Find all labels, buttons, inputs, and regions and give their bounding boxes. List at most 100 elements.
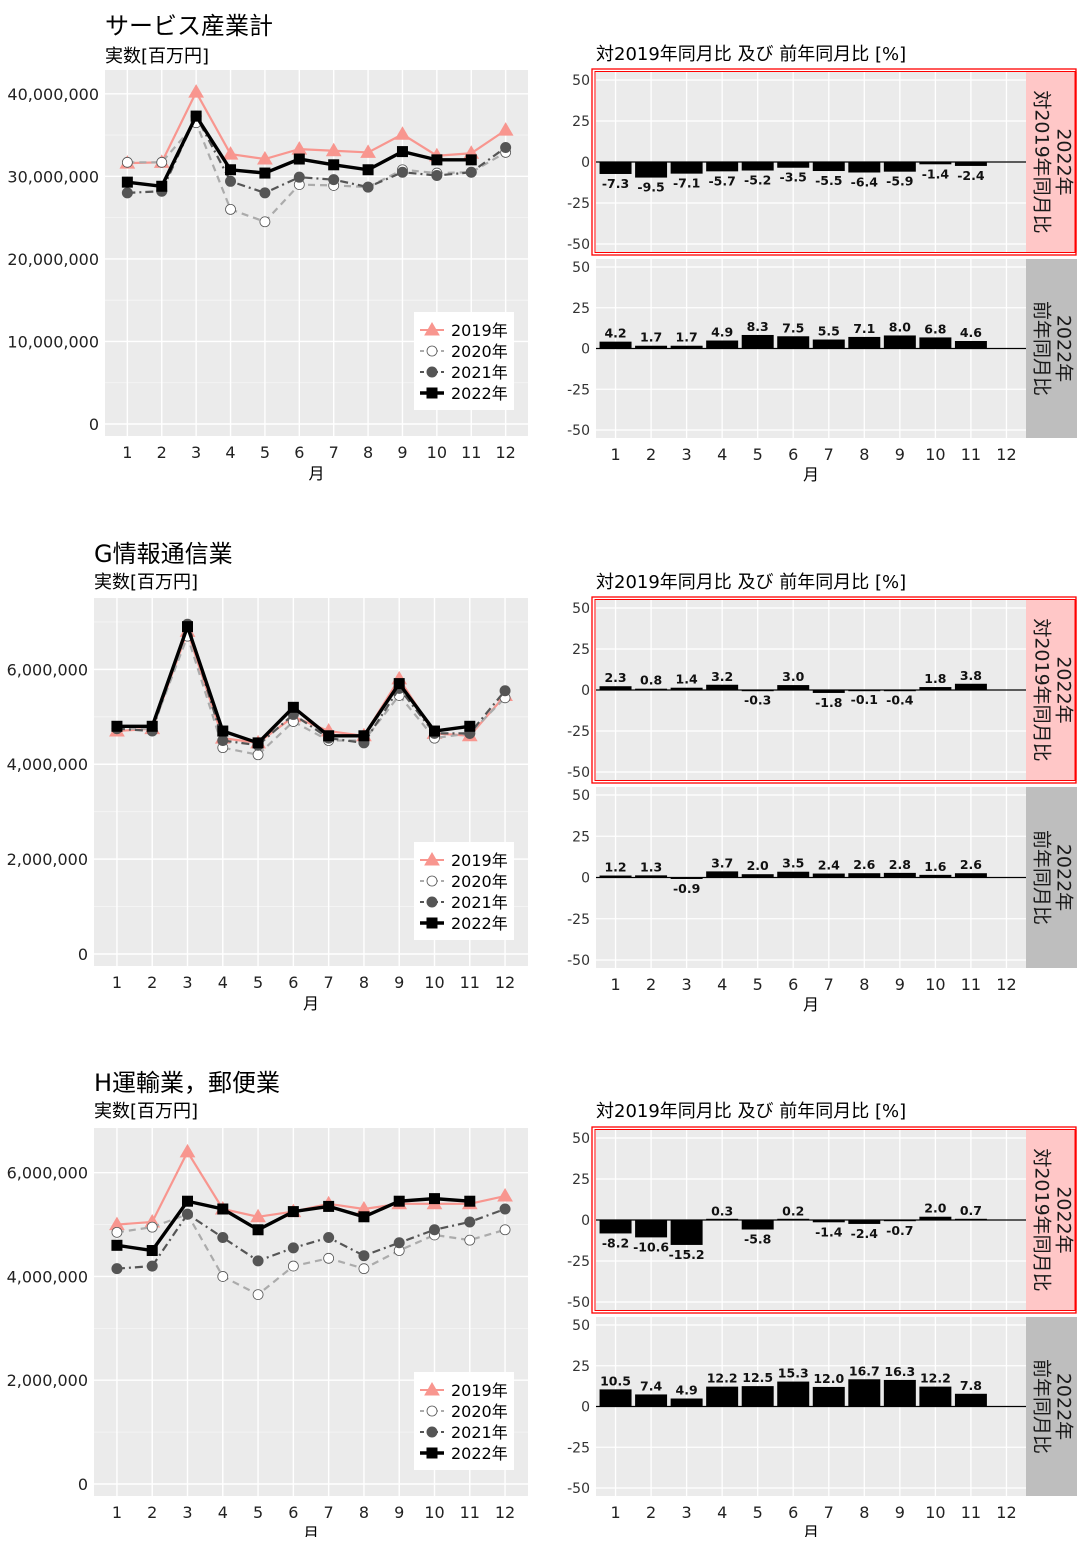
series-point: [328, 159, 340, 171]
bar-data-label: 3.5: [782, 856, 804, 871]
line-xtick-label: 4: [218, 1503, 228, 1522]
bar: [812, 162, 845, 172]
series-point: [464, 1234, 476, 1246]
facet-strip-line: 対2019年同月比: [1031, 618, 1053, 761]
bar: [599, 1220, 632, 1234]
line-xtick-label: 3: [182, 1503, 192, 1522]
series-point: [464, 1216, 476, 1228]
legend-item-3: 2021年: [420, 893, 508, 912]
line-xtick-label: 1: [122, 443, 132, 462]
bar-xtick-label: 12: [996, 975, 1016, 994]
bar-xtick-label: 10: [925, 975, 945, 994]
line-xtick-label: 12: [495, 443, 515, 462]
bar-xtick-label: 5: [753, 1503, 763, 1522]
bar-ytick-label: 0: [581, 871, 590, 887]
line-ytick-label: 40,000,000: [7, 85, 99, 104]
legend-key-marker: [426, 917, 438, 929]
series-point: [179, 1143, 196, 1158]
line-xtick-label: 3: [191, 443, 201, 462]
line-xtick-label: 9: [394, 1503, 404, 1522]
bar-data-label: 0.2: [782, 1204, 804, 1219]
facet-strip-line: 2022年: [1053, 656, 1075, 723]
bar-data-label: 8.0: [889, 319, 911, 334]
bar-data-label: 4.6: [960, 325, 982, 340]
bar-xtick-label: 6: [788, 445, 798, 464]
bar-data-label: -5.7: [708, 173, 735, 188]
line-ytick-label: 4,000,000: [7, 1267, 88, 1286]
bar: [954, 341, 987, 349]
bar-xtick-label: 12: [996, 445, 1016, 464]
bar-xtick-label: 11: [961, 445, 981, 464]
facet-strip-line: 2022年: [1053, 128, 1075, 195]
line-xtick-label: 6: [288, 1503, 298, 1522]
bar-xtick-label: 3: [682, 445, 692, 464]
bar-xtick-label: 3: [682, 1503, 692, 1522]
legend-item-2: 2020年: [420, 342, 508, 361]
bar: [848, 1379, 881, 1407]
series-point: [358, 1263, 370, 1275]
bar-data-label: 16.3: [884, 1364, 915, 1379]
bar-data-label: 12.2: [707, 1371, 738, 1386]
series-point: [323, 730, 335, 742]
facet-strip-line: 対2019年同月比: [1031, 90, 1053, 233]
series-point: [287, 701, 299, 713]
bar-data-label: -1.4: [922, 166, 950, 181]
series-line: [116, 632, 506, 756]
facet-strip-line: 前年同月比: [1031, 1359, 1053, 1454]
line-xtick-label: 8: [363, 443, 373, 462]
bar-data-label: -8.2: [602, 1235, 629, 1250]
bar-ytick-label: -25: [567, 724, 590, 740]
line-ytick-label: 30,000,000: [7, 167, 99, 186]
series-point: [121, 156, 133, 168]
series-3: [111, 1203, 511, 1275]
highlight-frame-outer: [591, 68, 1077, 256]
series-point: [323, 1252, 335, 1264]
bar-data-label: 12.2: [920, 1371, 951, 1386]
line-xlabel: 月: [308, 464, 324, 483]
legend-item-1: 2019年: [420, 1381, 508, 1400]
legend-label: 2019年: [451, 851, 508, 870]
bar-ytick-label: -25: [567, 382, 590, 398]
legend-item-1: 2019年: [420, 851, 508, 870]
bar-data-label: 7.4: [640, 1378, 662, 1393]
series-point: [250, 1208, 266, 1223]
series-point: [182, 1195, 194, 1207]
bar-data-label: -0.7: [886, 1223, 913, 1238]
bar-xlabel: 月: [803, 465, 819, 484]
line-xtick-label: 12: [495, 1503, 515, 1522]
legend-key-marker: [426, 387, 438, 399]
bar-data-label: 2.6: [960, 857, 982, 872]
bar-xtick-label: 4: [717, 1503, 727, 1522]
series-point: [500, 141, 512, 153]
series-point: [121, 187, 133, 199]
bar: [954, 1393, 987, 1407]
legend-label: 2022年: [451, 1444, 508, 1463]
line-ytick-label: 6,000,000: [7, 1164, 88, 1183]
legend-label: 2019年: [451, 1381, 508, 1400]
series-point: [394, 126, 411, 140]
bar-data-label: 7.8: [960, 1378, 982, 1393]
bar-xtick-label: 4: [717, 975, 727, 994]
series-4: [111, 1193, 476, 1257]
bar: [954, 683, 987, 690]
bar-xtick-label: 2: [646, 975, 656, 994]
series-point: [499, 1203, 511, 1215]
bar-xtick-label: 4: [717, 445, 727, 464]
facet-strip: [1026, 787, 1077, 968]
line-xtick-label: 3: [182, 973, 192, 992]
line-xtick-label: 10: [424, 973, 444, 992]
bar: [741, 874, 774, 878]
series-point: [396, 146, 408, 158]
bar: [635, 688, 668, 690]
legend-item-2: 2020年: [420, 872, 508, 891]
bar-data-label: 7.1: [853, 321, 875, 336]
line-xtick-label: 11: [460, 973, 480, 992]
line-ytick-label: 10,000,000: [7, 332, 99, 351]
bar-xtick-label: 11: [961, 1503, 981, 1522]
bar: [848, 336, 881, 349]
